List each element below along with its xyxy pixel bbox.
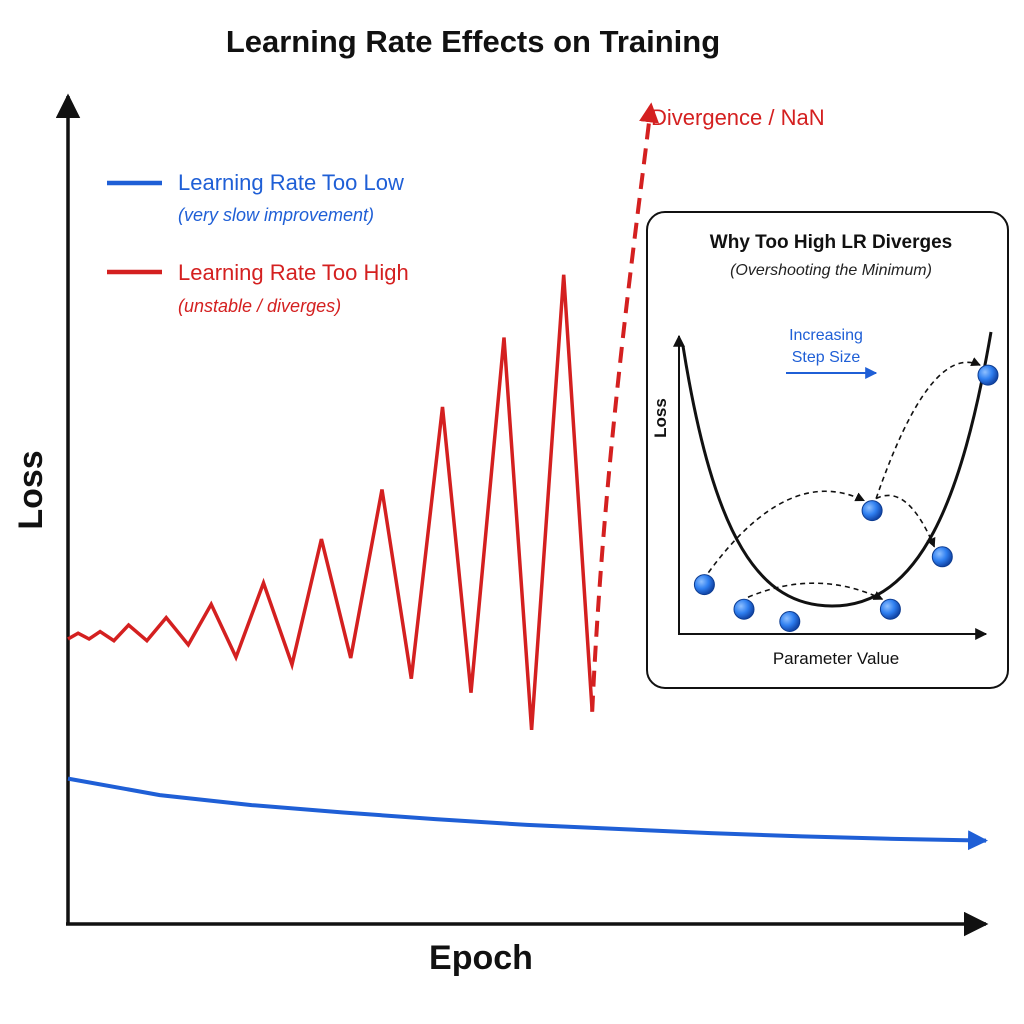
inset-point: [879, 598, 901, 620]
inset-jump-arrow: [875, 357, 981, 499]
x-axis-label: Epoch: [429, 939, 533, 977]
legend: Learning Rate Too Low (very slow improve…: [107, 170, 409, 316]
loss-curve: [681, 331, 993, 608]
series-line-low-lr: [67, 776, 988, 851]
step-size-label-line2: Step Size: [792, 349, 861, 366]
divergence-annotation: Divergence / NaN: [651, 105, 825, 130]
inset-point: [733, 598, 755, 620]
inset-jumps: [707, 357, 981, 600]
inset-frame: [646, 211, 1009, 689]
inset-jump-arrow: [875, 494, 936, 548]
inset-point: [693, 574, 715, 596]
legend-note-low-lr: (very slow improvement): [178, 205, 374, 225]
legend-label-high-lr: Learning Rate Too High: [178, 260, 409, 285]
series-line-high-lr-divergence: [590, 102, 659, 712]
inset-subtitle: (Overshooting the Minimum): [730, 262, 932, 279]
inset-jump-arrow: [707, 490, 865, 574]
legend-note-high-lr: (unstable / diverges): [178, 296, 341, 316]
inset-points: [693, 364, 999, 632]
legend-label-low-lr: Learning Rate Too Low: [178, 170, 404, 195]
inset-point: [779, 611, 801, 632]
inset-point: [861, 500, 883, 522]
step-size-label-line1: Increasing: [789, 327, 863, 344]
inset-y-axis-label: Loss: [651, 398, 670, 438]
y-axis-label: Loss: [12, 450, 50, 529]
chart-title: Learning Rate Effects on Training: [226, 24, 720, 59]
inset-point: [977, 364, 999, 386]
inset-x-axis-label: Parameter Value: [773, 649, 899, 668]
series-line-high-lr: [67, 274, 594, 731]
inset-point: [931, 546, 953, 568]
inset-title: Why Too High LR Diverges: [710, 232, 952, 253]
inset-panel: Why Too High LR Diverges (Overshooting t…: [646, 211, 1009, 689]
